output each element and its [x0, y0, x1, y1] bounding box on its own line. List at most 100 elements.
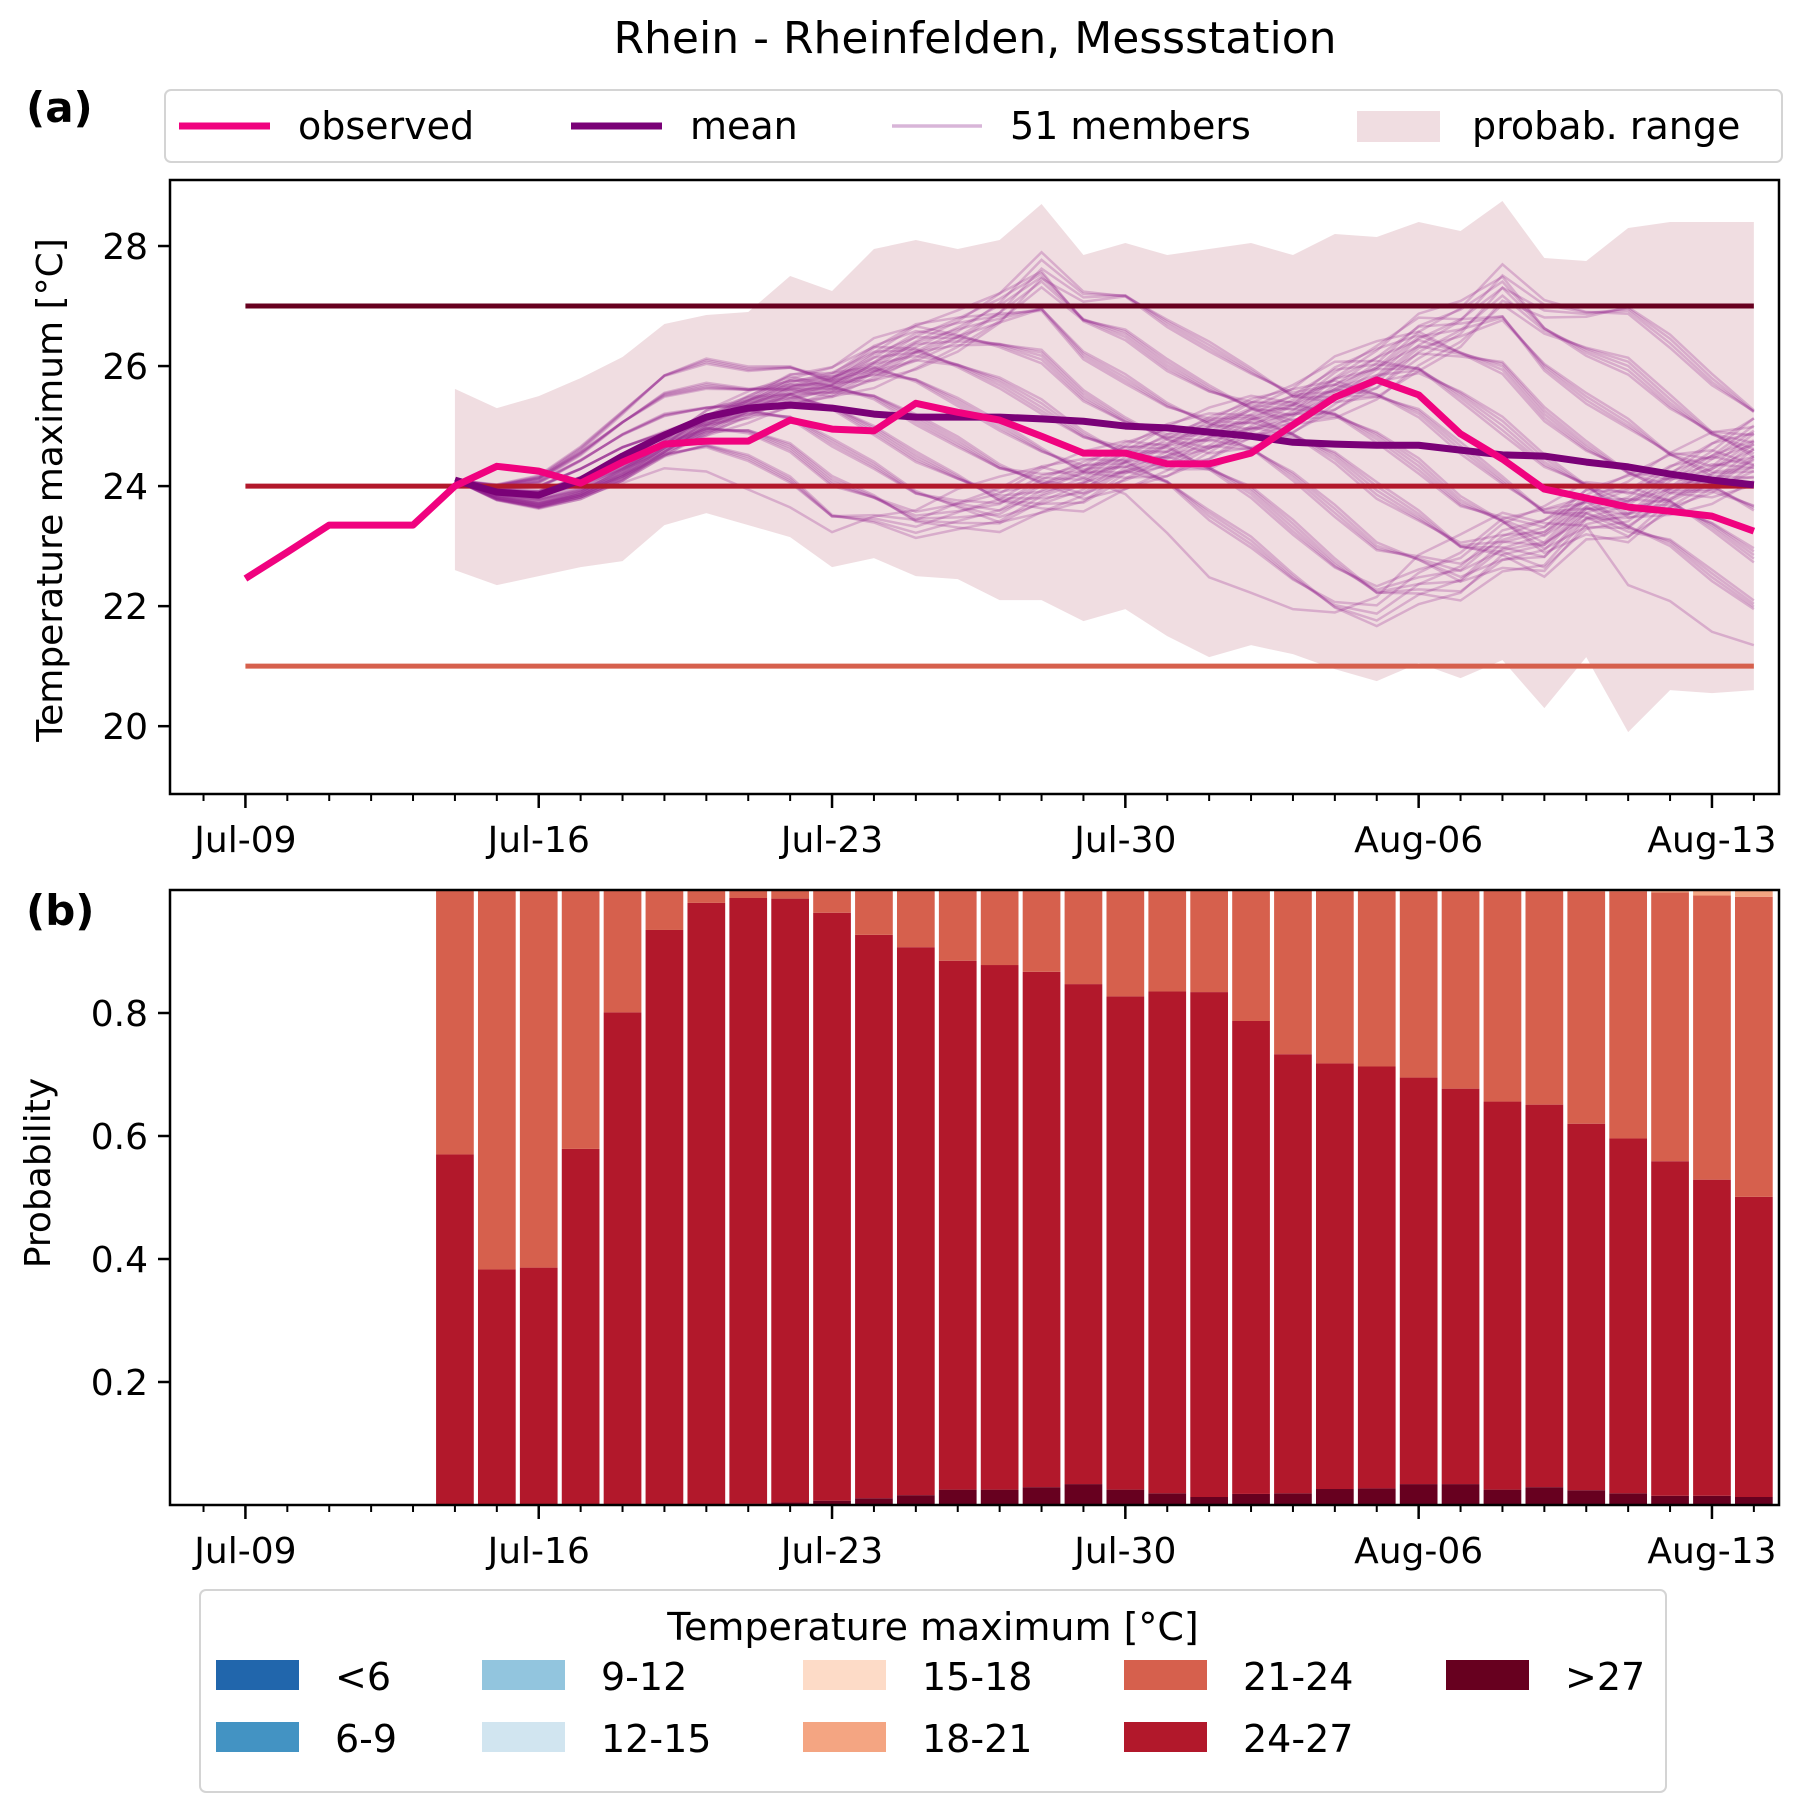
member-line — [454, 275, 1755, 488]
legend-observed-label: observed — [298, 104, 474, 148]
y-tick-label: 0.2 — [91, 1363, 148, 1404]
x-tick-label: Jul-09 — [192, 820, 296, 861]
bar-segment — [1022, 971, 1061, 1488]
x-tick-label: Jul-16 — [486, 820, 590, 861]
bar-segment — [1232, 1020, 1270, 1494]
x-tick-label: Jul-16 — [486, 1531, 590, 1572]
bar-segment — [813, 1500, 851, 1505]
bar-segment — [561, 890, 600, 1149]
bar-segment — [645, 929, 684, 1505]
bar-segment — [687, 902, 726, 1505]
bar-segment — [1232, 1493, 1270, 1505]
legend-bin-label: >27 — [1565, 1655, 1645, 1699]
bar-segment — [896, 1495, 935, 1505]
bar-segment — [1064, 984, 1103, 1485]
member-line — [454, 444, 1755, 615]
bar-segment — [1232, 890, 1270, 1021]
x-tick-label: Aug-06 — [1354, 1531, 1483, 1572]
bar-stack — [1651, 890, 1689, 1505]
bar-segment — [896, 947, 935, 1496]
panel-a-label: (a) — [26, 83, 93, 132]
ensemble-members — [454, 250, 1755, 647]
panel-b-plot: Probability Jul-09 Jul-16 Jul-23 Jul-30 Aug-… — [18, 888, 1781, 1572]
bar-segment — [1399, 890, 1438, 1078]
bar-segment — [1651, 892, 1689, 1162]
bar-segment — [855, 1498, 893, 1505]
bar-segment — [1441, 1088, 1480, 1485]
bar-stack — [1399, 890, 1438, 1505]
legend-bin-swatch — [1124, 1722, 1207, 1752]
bar-segment — [477, 890, 516, 1270]
member-line — [454, 378, 1755, 538]
y-tick-label: 26 — [102, 347, 148, 388]
bar-stack — [1190, 890, 1229, 1505]
legend-mean-label: mean — [690, 104, 798, 148]
member-line — [454, 269, 1754, 487]
bar-segment — [1483, 1101, 1522, 1490]
bar-segment — [1022, 890, 1061, 972]
bar-segment — [1735, 1497, 1773, 1505]
legend-bin-label: 18-21 — [922, 1717, 1032, 1761]
bar-segment — [1190, 890, 1229, 993]
bar-stack — [1232, 890, 1270, 1505]
bar-segment — [855, 890, 893, 935]
member-line — [454, 428, 1755, 602]
panel-b-label: (b) — [26, 886, 94, 935]
bar-segment — [1064, 1484, 1103, 1505]
bar-segment — [1441, 890, 1480, 1089]
legend-bin-label: 21-24 — [1243, 1655, 1353, 1699]
bar-stack — [1357, 890, 1396, 1505]
bar-stack — [938, 890, 977, 1505]
member-line — [454, 276, 1755, 487]
bar-stack — [1609, 890, 1648, 1505]
bar-segment — [1274, 1493, 1312, 1505]
x-tick-label: Jul-30 — [1072, 1531, 1176, 1572]
bar-stack — [1483, 890, 1522, 1505]
bar-segment — [645, 890, 684, 930]
legend-bin-swatch — [803, 1660, 886, 1690]
x-tick-label: Jul-09 — [192, 1531, 296, 1572]
bar-stack — [896, 890, 935, 1505]
bar-segment — [477, 1269, 516, 1505]
panel-a-plot: Temperature maximum [°C] Jul-09 Jul-16 Jul… — [30, 178, 1781, 861]
bar-segment — [561, 1148, 600, 1505]
y-tick-label: 20 — [102, 707, 148, 748]
bar-segment — [1735, 890, 1773, 897]
bar-segment — [938, 890, 977, 961]
bar-segment — [1022, 1487, 1061, 1505]
bar-segment — [1357, 890, 1396, 1067]
legend-members-label: 51 members — [1010, 104, 1251, 148]
bar-segment — [729, 897, 768, 1504]
bar-stack — [519, 890, 558, 1505]
member-line — [454, 309, 1755, 489]
bar-segment — [1148, 1493, 1187, 1505]
bar-segment — [1609, 1493, 1648, 1505]
bar-segment — [1148, 890, 1187, 992]
x-tick-label: Jul-23 — [779, 1531, 883, 1572]
legend-bin-swatch — [482, 1722, 565, 1752]
bar-segment — [687, 890, 726, 903]
member-line — [454, 443, 1755, 622]
bar-stack — [813, 890, 851, 1505]
y-tick-label: 0.4 — [91, 1240, 148, 1281]
bar-segment — [1190, 992, 1229, 1498]
legend-bottom-frame — [199, 1589, 1667, 1793]
bar-stack — [729, 890, 768, 1505]
legend-range-label: probab. range — [1472, 104, 1740, 148]
bar-segment — [1399, 1484, 1438, 1505]
probab-range-area — [454, 201, 1754, 733]
member-line — [454, 307, 1754, 489]
bar-stack — [1735, 890, 1773, 1505]
bar-segment — [1357, 1066, 1396, 1489]
member-line — [454, 443, 1755, 628]
bar-segment — [938, 960, 977, 1490]
bar-stack — [645, 890, 684, 1505]
bar-segment — [1483, 890, 1522, 1102]
bar-segment — [980, 1489, 1019, 1505]
bar-stack — [687, 890, 726, 1505]
bar-segment — [519, 1267, 558, 1505]
legend-bin-swatch — [482, 1660, 565, 1690]
mean-line — [453, 401, 1755, 499]
bar-segment — [1693, 1495, 1731, 1505]
